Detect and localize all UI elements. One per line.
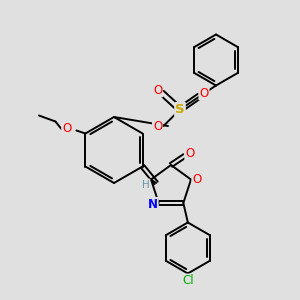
Text: O: O [185, 146, 194, 160]
Text: O: O [153, 83, 162, 97]
Text: O: O [192, 173, 202, 186]
Text: H: H [142, 179, 149, 190]
Text: Cl: Cl [182, 274, 194, 287]
Text: O: O [153, 119, 162, 133]
Text: N: N [148, 198, 158, 211]
Text: O: O [62, 122, 71, 135]
Text: S: S [175, 103, 185, 116]
Text: O: O [200, 86, 208, 100]
